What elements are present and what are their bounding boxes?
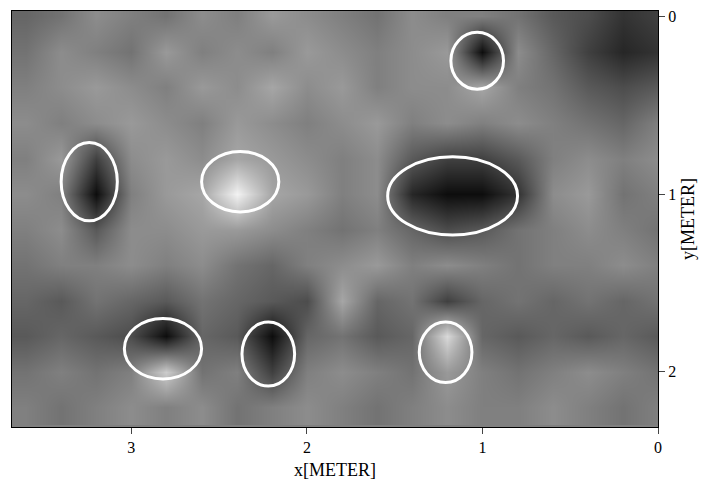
svg-text:0: 0 xyxy=(668,8,676,25)
svg-text:2: 2 xyxy=(668,363,676,380)
svg-text:x[METER]: x[METER] xyxy=(294,460,376,480)
svg-text:0: 0 xyxy=(654,439,662,456)
svg-text:y[METER]: y[METER] xyxy=(678,178,698,260)
svg-text:3: 3 xyxy=(127,439,135,456)
svg-text:2: 2 xyxy=(303,439,311,456)
svg-text:1: 1 xyxy=(668,186,676,203)
svg-text:1: 1 xyxy=(478,439,486,456)
